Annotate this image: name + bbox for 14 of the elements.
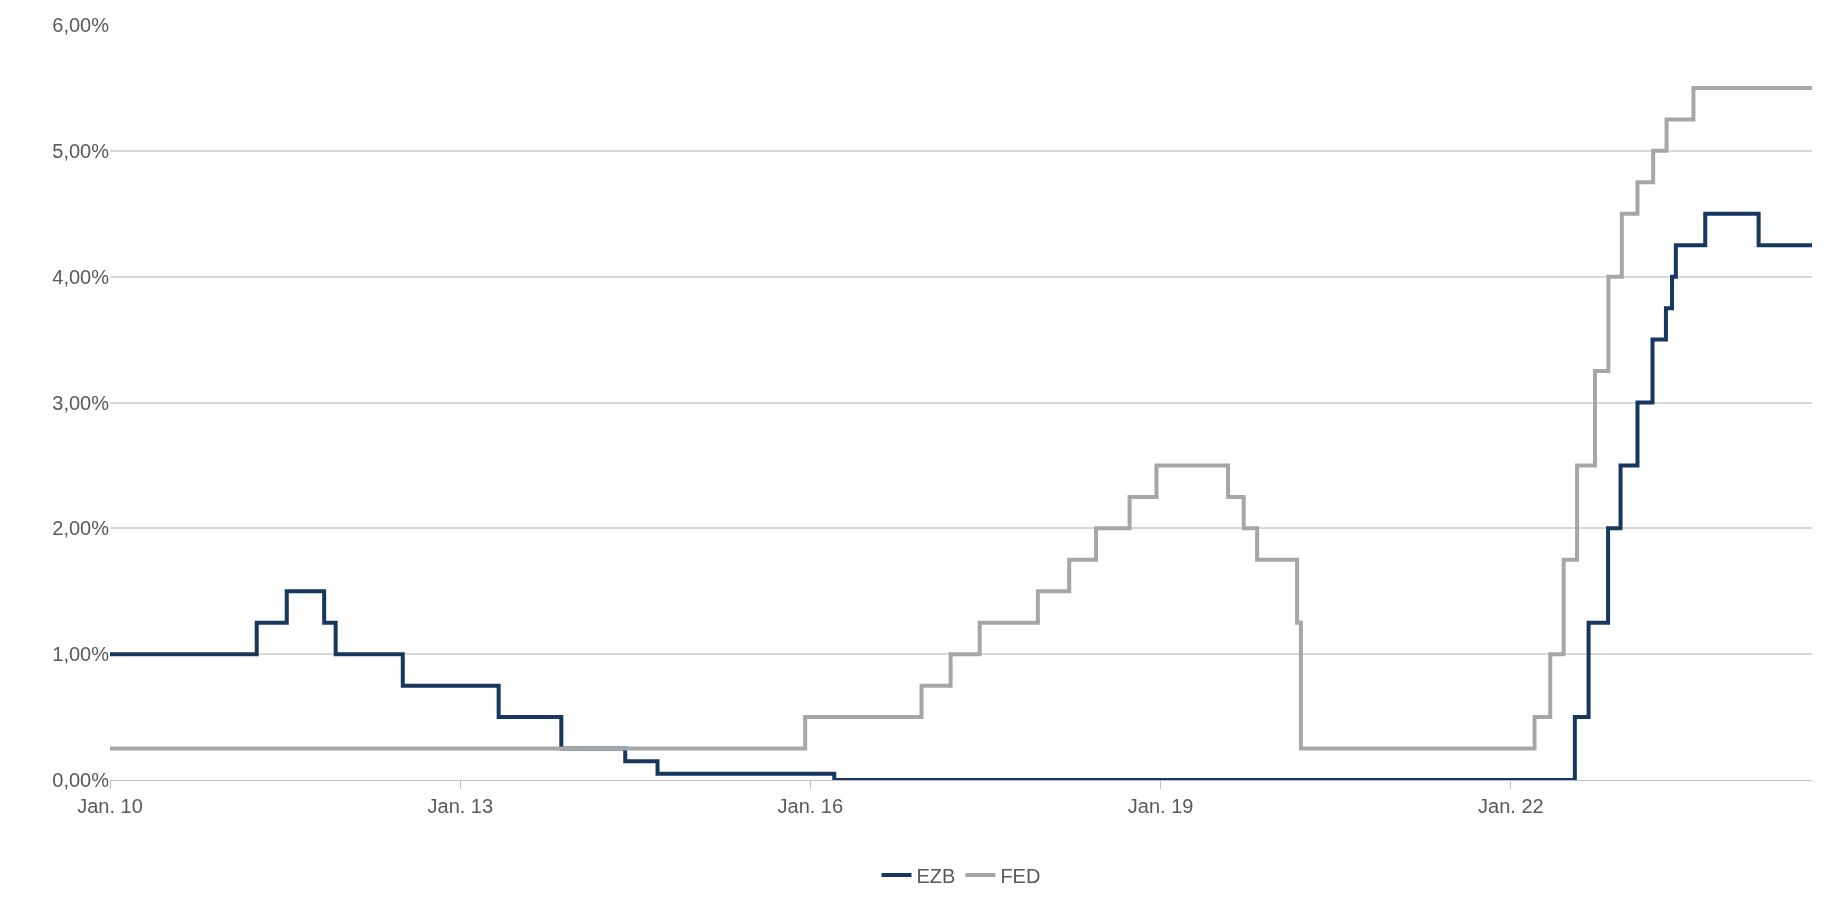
y-tick-label: 2,00% — [52, 517, 110, 540]
x-tick-label: Jan. 19 — [1127, 795, 1194, 817]
y-tick-label: 0,00% — [52, 769, 110, 791]
y-tick-label: 1,00% — [52, 643, 110, 666]
legend-label: EZB — [916, 864, 956, 887]
x-tick-label: Jan. 10 — [77, 795, 143, 817]
y-tick-label: 6,00% — [52, 14, 110, 36]
x-tick-label: Jan. 22 — [1478, 795, 1544, 817]
y-tick-label: 4,00% — [52, 265, 110, 288]
legend-label: FED — [1000, 864, 1041, 887]
y-tick-label: 3,00% — [52, 391, 110, 414]
y-tick-label: 5,00% — [52, 139, 110, 162]
x-tick-label: Jan. 13 — [427, 795, 494, 817]
x-tick-label: Jan. 16 — [777, 795, 844, 817]
